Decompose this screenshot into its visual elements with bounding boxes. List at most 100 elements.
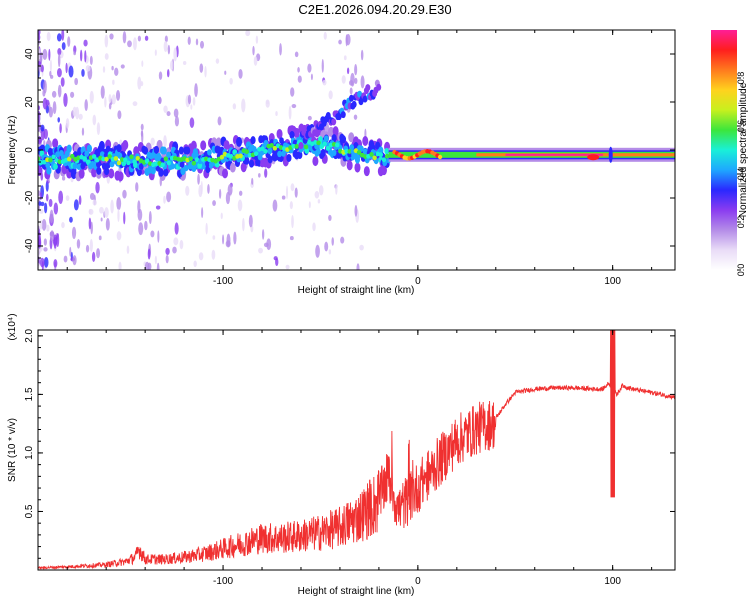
spectrogram-ridge-cell [136, 168, 142, 177]
spectrogram-noise-cell [69, 216, 73, 223]
spectrogram-noise-cell [174, 222, 179, 235]
spectrogram-ridge-cell [279, 137, 284, 144]
spectrogram-ridge-cell [380, 165, 387, 176]
spectrogram-noise-cell [275, 111, 278, 117]
spectrogram-noise-cell [307, 115, 312, 121]
spectrogram-panel: -100 0 100 -40 -20 0 20 40 Height of straight … [7, 29, 676, 296]
spectrogram-noise-cell [43, 247, 48, 252]
spectrogram-noise-cell [73, 199, 79, 211]
spectrogram-noise-cell [74, 77, 79, 86]
spectrogram-noise-cell [200, 40, 205, 49]
colorbar-tick-label: 0.2 [736, 216, 746, 229]
spectrogram-noise-cell [158, 97, 162, 104]
spectrogram-noise-cell [258, 247, 263, 254]
spectrogram-noise-cell [165, 254, 169, 264]
spectrogram-noise-cell [237, 199, 243, 212]
spectrogram-ridge-cell [183, 164, 189, 172]
spectrogram-ridge-cell [45, 162, 51, 169]
spectrogram-noise-cell [49, 230, 55, 242]
spectrogram-noise-cell [165, 247, 170, 255]
spectrogram-noise-cell [141, 60, 144, 67]
spectrogram-ridge-cell [38, 156, 41, 162]
spectrogram-ridge-cell [381, 157, 387, 163]
spectrogram-ridge-cell [179, 161, 185, 168]
spectrogram-noise-cell [88, 208, 92, 215]
spectrogram-ridge-cell [384, 153, 390, 159]
spectrogram-ridge-cell [109, 160, 115, 168]
spectrogram-ridge-cell [158, 168, 164, 177]
spectrogram-noise-cell [43, 256, 49, 268]
spectrogram-noise-cell [110, 199, 114, 214]
spectrogram-noise-cell [266, 238, 272, 251]
spectrogram-noise-cell [190, 104, 193, 110]
spectrogram-ridge-cell [215, 137, 222, 148]
spectrogram-ridge-cell [117, 152, 123, 159]
spectrogram-noise-cell [297, 75, 302, 83]
spectrogram-noise-cell [104, 34, 109, 48]
spectrogram-noise-cell [96, 248, 101, 259]
spectrogram-noise-cell [79, 49, 83, 62]
spectrogram-ridge-cell [96, 166, 102, 175]
spectrogram-noise-cell [102, 66, 106, 73]
spectrogram-noise-cell [170, 60, 174, 71]
spectrogram-noise-cell [348, 80, 354, 86]
spectrogram-noise-cell [163, 40, 168, 53]
spectrogram-noise-cell [46, 224, 50, 232]
spectrogram-ridge-cell [289, 130, 295, 139]
spectrogram-ridge-cell [66, 156, 72, 162]
spectrogram-noise-cell [307, 63, 312, 73]
spectrogram-noise-cell [200, 181, 203, 195]
snr-x-label: Height of straight line (km) [298, 586, 415, 597]
spectrogram-ridge-cell [163, 156, 168, 162]
spectrogram-ridge-cell [166, 160, 172, 166]
spectrogram-noise-cell [345, 34, 348, 47]
spectrogram-noise-cell [255, 35, 259, 44]
spectrogram-noise-cell [238, 68, 243, 79]
spectrogram-image [38, 30, 675, 270]
spectrogram-ridge-cell [82, 156, 87, 162]
spectrogram-noise-cell [312, 222, 316, 232]
spectrogram-noise-cell [85, 65, 91, 72]
spectrogram-ridge-cell [260, 146, 265, 152]
spectrogram-noise-cell [83, 39, 88, 47]
spectrogram-ridge-cell [116, 144, 122, 153]
spectrogram-noise-cell [39, 191, 42, 201]
spectrogram-ridge-cell [55, 151, 60, 158]
spectrogram-noise-cell [248, 214, 253, 228]
spectrogram-noise-cell [172, 246, 177, 254]
spectrogram-ridge-cell [229, 162, 236, 173]
spectrogram-noise-cell [61, 30, 65, 41]
spectrogram-noise-cell [85, 244, 90, 253]
spectrogram-y-tick-label: 20 [24, 96, 35, 108]
spectrogram-ridge-cell [200, 140, 207, 151]
spectrogram-noise-cell [61, 221, 65, 229]
spectrogram-noise-cell [49, 209, 54, 224]
colorbar-label: Normalized spectral amplitude [738, 82, 749, 217]
spectrogram-noise-cell [265, 100, 270, 108]
snr-y-tick-label: 1.5 [24, 387, 35, 401]
spectrogram-ridge-cell [72, 162, 78, 170]
colorbar-tick-label: 0.6 [736, 120, 746, 133]
spectrogram-bump [608, 146, 613, 163]
spectrogram-noise-cell [166, 69, 170, 78]
spectrogram-noise-cell [108, 102, 112, 110]
spectrogram-noise-cell [150, 230, 155, 238]
spectrogram-ridge-cell [219, 154, 225, 160]
spectrogram-ridge-cell [101, 156, 106, 162]
spectrogram-ridge-cell [132, 159, 137, 165]
spectrogram-noise-cell [341, 75, 346, 84]
spectrogram-noise-cell [297, 67, 300, 73]
spectrogram-noise-cell [105, 218, 110, 231]
spectrogram-ridge-cell [319, 144, 324, 150]
spectrogram-noise-cell [224, 70, 227, 75]
snr-x-tick-label: -100 [213, 576, 233, 587]
spectrogram-noise-cell [331, 237, 334, 246]
spectrogram-noise-cell [201, 207, 204, 219]
spectrogram-noise-cell [315, 244, 320, 258]
spectrogram-noise-cell [218, 188, 222, 199]
spectrogram-branch-cell [351, 100, 357, 108]
spectrogram-noise-cell [38, 33, 41, 42]
spectrogram-ridge-cell [369, 151, 374, 157]
spectrogram-noise-cell [258, 173, 261, 178]
spectrogram-noise-cell [89, 239, 93, 252]
